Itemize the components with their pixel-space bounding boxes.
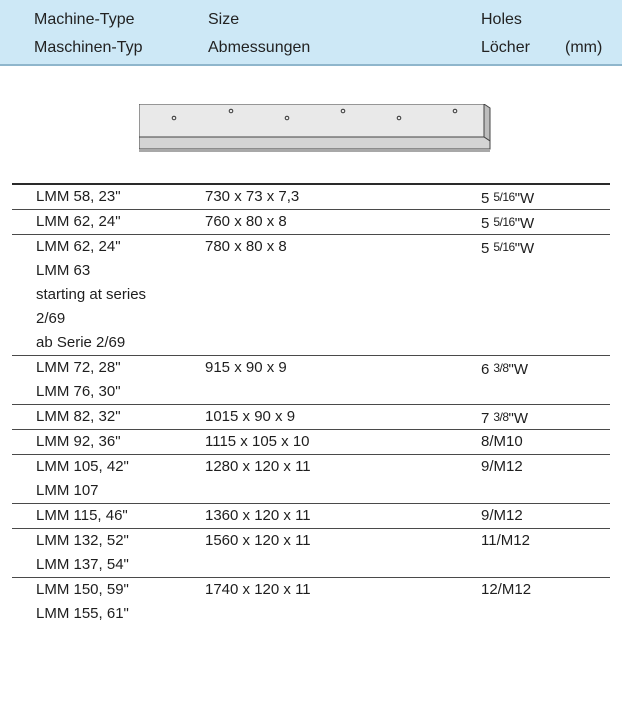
machine-type-line: 2/69 bbox=[36, 310, 66, 327]
table-row: LMM 115, 46" 1360 x 120 x 11 9/M12 bbox=[12, 504, 610, 529]
size-cell: 780 x 80 x 8 bbox=[205, 238, 287, 255]
size-cell: 1115 x 105 x 10 bbox=[205, 433, 310, 450]
machine-type-line: LMM 105, 42" bbox=[36, 458, 129, 475]
machine-type-line: LMM 155, 61" bbox=[36, 605, 129, 622]
holes-count: 5 bbox=[481, 190, 490, 207]
holes-cell: 8/M10 bbox=[481, 430, 523, 454]
machine-type-line: LMM 62, 24" bbox=[36, 213, 121, 230]
holes-cell: 5 5/16"W bbox=[481, 235, 534, 259]
header-machine-type-de: Maschinen-Typ bbox=[34, 39, 143, 56]
header-unit: (mm) bbox=[565, 39, 603, 56]
machine-type-line: LMM 132, 52" bbox=[36, 532, 129, 549]
header-holes-de: Löcher bbox=[481, 39, 530, 56]
table-header: Machine-Type Maschinen-Typ Size Abmessun… bbox=[0, 0, 622, 66]
holes-count: 5 bbox=[481, 240, 490, 257]
table-row: LMM 92, 36" 1115 x 105 x 10 8/M10 bbox=[12, 430, 610, 455]
holes-count: 6 bbox=[481, 361, 490, 378]
machine-type-cell: LMM 150, 59" LMM 155, 61" bbox=[36, 578, 206, 626]
size-cell: 1280 x 120 x 11 bbox=[205, 458, 311, 475]
size-cell: 915 x 90 x 9 bbox=[205, 359, 287, 376]
holes-spec: 3/8"W bbox=[493, 410, 529, 427]
holes-spec: 11/M12 bbox=[481, 532, 530, 549]
size-cell: 1360 x 120 x 11 bbox=[205, 507, 311, 524]
machine-type-line: LMM 76, 30" bbox=[36, 383, 121, 400]
size-cell: 1740 x 120 x 11 bbox=[205, 581, 311, 598]
holes-spec: 8/M10 bbox=[481, 433, 523, 450]
knife-blade-icon bbox=[139, 104, 491, 152]
holes-spec: 5/16"W bbox=[493, 215, 535, 232]
machine-type-line: LMM 107 bbox=[36, 482, 99, 499]
table-row: LMM 62, 24" LMM 63 starting at series 2/69 a… bbox=[12, 235, 610, 356]
holes-cell: 12/M12 bbox=[481, 578, 531, 602]
size-cell: 760 x 80 x 8 bbox=[205, 213, 287, 230]
machine-type-line: LMM 72, 28" bbox=[36, 359, 121, 376]
holes-spec: 12/M12 bbox=[481, 581, 532, 598]
holes-cell: 6 3/8"W bbox=[481, 356, 528, 380]
machine-type-line: LMM 58, 23" bbox=[36, 188, 121, 205]
header-size-en: Size bbox=[208, 11, 240, 28]
table-row: LMM 105, 42" LMM 107 1280 x 120 x 11 9/M12 bbox=[12, 455, 610, 504]
holes-cell: 5 5/16"W bbox=[481, 185, 534, 209]
machine-type-line: ab Serie 2/69 bbox=[36, 334, 126, 351]
table-row: LMM 62, 24" 760 x 80 x 8 5 5/16"W bbox=[12, 210, 610, 235]
holes-spec: 9/M12 bbox=[481, 507, 523, 524]
machine-type-line: LMM 82, 32" bbox=[36, 408, 121, 425]
holes-count: 7 bbox=[481, 410, 490, 427]
machine-type-cell: LMM 82, 32" bbox=[36, 405, 206, 429]
machine-type-line: LMM 92, 36" bbox=[36, 433, 121, 450]
holes-spec: 9/M12 bbox=[481, 458, 523, 475]
holes-cell: 7 3/8"W bbox=[481, 405, 528, 429]
holes-cell: 9/M12 bbox=[481, 504, 523, 528]
holes-cell: 5 5/16"W bbox=[481, 210, 534, 234]
blade-spec-table: LMM 58, 23" 730 x 73 x 7,3 5 5/16"W LMM 62, … bbox=[12, 183, 610, 626]
header-machine-type-en: Machine-Type bbox=[34, 11, 135, 28]
machine-type-cell: LMM 62, 24" bbox=[36, 210, 206, 234]
machine-type-cell: LMM 58, 23" bbox=[36, 185, 206, 209]
machine-type-cell: LMM 132, 52" LMM 137, 54" bbox=[36, 529, 206, 577]
table-row: LMM 150, 59" LMM 155, 61" 1740 x 120 x 11 1… bbox=[12, 578, 610, 626]
machine-type-cell: LMM 105, 42" LMM 107 bbox=[36, 455, 206, 503]
machine-type-cell: LMM 72, 28" LMM 76, 30" bbox=[36, 356, 206, 404]
machine-type-cell: LMM 115, 46" bbox=[36, 504, 206, 528]
holes-spec: 3/8"W bbox=[493, 361, 529, 378]
machine-type-cell: LMM 62, 24" LMM 63 starting at series 2/69 a… bbox=[36, 235, 206, 355]
machine-type-line: LMM 115, 46" bbox=[36, 507, 128, 524]
machine-type-cell: LMM 92, 36" bbox=[36, 430, 206, 454]
holes-cell: 11/M12 bbox=[481, 529, 530, 553]
knife-blade-illustration bbox=[139, 104, 492, 154]
table-row: LMM 58, 23" 730 x 73 x 7,3 5 5/16"W bbox=[12, 185, 610, 210]
holes-cell: 9/M12 bbox=[481, 455, 523, 479]
machine-type-line: LMM 137, 54" bbox=[36, 556, 129, 573]
machine-type-line: LMM 62, 24" bbox=[36, 238, 121, 255]
holes-spec: 5/16"W bbox=[493, 240, 535, 257]
header-size-de: Abmessungen bbox=[208, 39, 311, 56]
size-cell: 1560 x 120 x 11 bbox=[205, 532, 311, 549]
machine-type-line: LMM 63 bbox=[36, 262, 91, 279]
holes-count: 5 bbox=[481, 215, 490, 232]
table-row: LMM 132, 52" LMM 137, 54" 1560 x 120 x 11 1… bbox=[12, 529, 610, 578]
machine-type-line: LMM 150, 59" bbox=[36, 581, 129, 598]
table-row: LMM 82, 32" 1015 x 90 x 9 7 3/8"W bbox=[12, 405, 610, 430]
size-cell: 730 x 73 x 7,3 bbox=[205, 188, 300, 205]
holes-spec: 5/16"W bbox=[493, 190, 535, 207]
size-cell: 1015 x 90 x 9 bbox=[205, 408, 296, 425]
machine-type-line: starting at series bbox=[36, 286, 147, 303]
table-row: LMM 72, 28" LMM 76, 30" 915 x 90 x 9 6 3/8"W bbox=[12, 356, 610, 405]
header-holes-en: Holes bbox=[481, 11, 522, 28]
